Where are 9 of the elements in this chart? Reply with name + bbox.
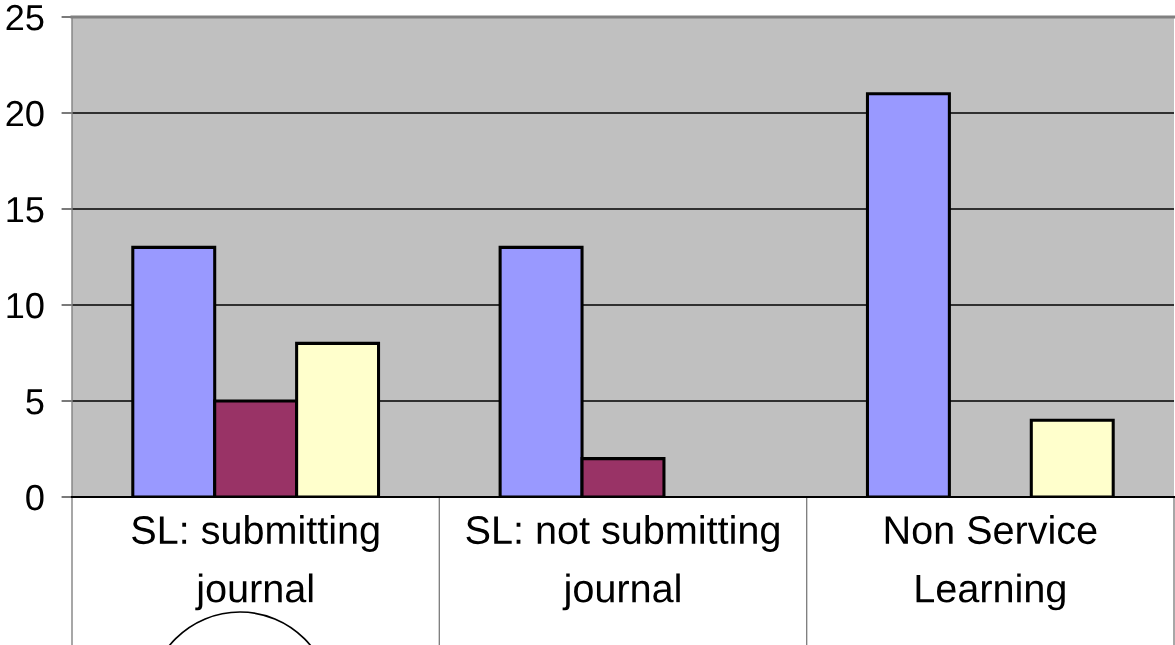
x-tick-label: SL: not submitting journal bbox=[466, 515, 779, 611]
x-tick-label: SL: submitting journal bbox=[132, 515, 379, 611]
x-tick-label: Non Service Learning bbox=[885, 515, 1097, 611]
y-tick-label: 0 bbox=[26, 484, 44, 511]
y-tick-label: 5 bbox=[26, 389, 44, 415]
y-tick-label: 10 bbox=[7, 292, 44, 319]
y-tick-label: 15 bbox=[7, 197, 44, 223]
y-tick-label: 20 bbox=[6, 100, 44, 127]
y-tick-label: 25 bbox=[6, 4, 44, 31]
